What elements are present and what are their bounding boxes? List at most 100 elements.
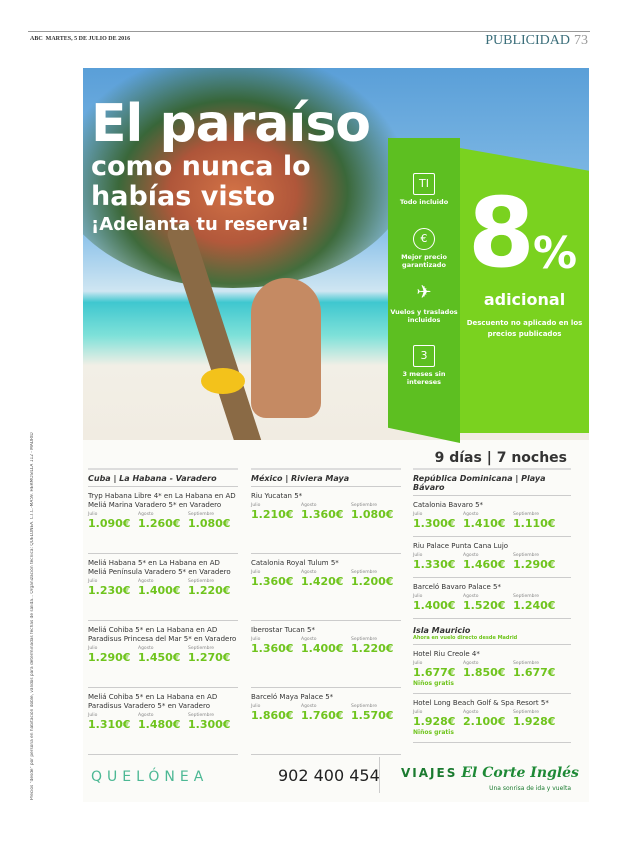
price-value: 1.210€ [251,508,294,521]
price-cell: Agosto 1.520€ [463,594,513,612]
section-name: PUBLICIDAD [485,33,570,48]
hotel-name: Riu Palace Punta Cana Lujo [413,542,509,550]
hotel-name: Meliá Habana 5* en La Habana en AD Meliá… [88,559,231,576]
hotel-name: Barceló Bavaro Palace 5* [413,583,501,591]
month-label: Julio [413,512,423,517]
month-label: Julio [413,594,423,599]
publication-name: ABC [30,36,43,42]
price-value: 1.300€ [413,517,456,530]
price-cell: Septiembre 1.220€ [351,637,401,655]
price-cell: Julio 1.230€ [88,579,138,597]
legal-fine-print: Precios "desde" por persona en habitació… [30,432,35,800]
brand-slogan: Una sonrisa de ida y vuelta [489,785,571,792]
price-cell: Julio 1.300€ [413,512,463,530]
destination-title: República Dominicana | Playa Bávaro [413,468,571,496]
price-row: Julio 1.330€ Agosto 1.460€ Septiembre 1.290€ [413,553,571,571]
month-label: Septiembre [513,512,540,517]
month-label: Septiembre [351,704,378,709]
price-cell: Julio 1.860€ [251,704,301,722]
price-cell: Agosto 1.410€ [463,512,513,530]
price-row: Julio 1.300€ Agosto 1.410€ Septiembre 1.110€ [413,512,571,530]
price-cell: Agosto 1.260€ [138,512,188,530]
month-label: Julio [251,704,261,709]
publication-header: ABC MARTES, 5 DE JULIO DE 2016 [30,36,130,42]
price-value: 1.570€ [351,709,394,722]
price-cell: Agosto 1.420€ [301,570,351,588]
price-value: 1.677€ [513,666,556,679]
destination-column: República Dominicana | Playa Bávaro Catal… [413,468,571,743]
page-number: 73 [574,33,588,48]
month-label: Septiembre [513,710,540,715]
price-cell: Julio 1.677€ [413,661,463,679]
divider [379,757,380,793]
month-label: Julio [88,713,98,718]
el-corte-ingles-logo: VIAJES El Corte Inglés [401,765,579,781]
price-row: Julio 1.360€ Agosto 1.420€ Septiembre 1.200€ [251,570,401,588]
price-value: 1.850€ [463,666,506,679]
price-value: 1.240€ [513,599,556,612]
month-label: Agosto [301,570,317,575]
month-label: Septiembre [351,570,378,575]
price-cell: Agosto 1.400€ [301,637,351,655]
hotel-name: Riu Yucatan 5* [251,492,303,500]
euro-icon: € [413,228,435,250]
price-value: 1.300€ [188,718,231,731]
hotel-entry: Riu Palace Punta Cana Lujo Julio 1.330€ Ago… [413,537,571,578]
phone-number: 902 400 454 [278,766,380,785]
price-cell: Septiembre 1.270€ [188,646,238,664]
island-subtitle: Ahora en vuelo directo desde Madrid [413,635,518,641]
price-row: Julio 1.230€ Agosto 1.400€ Septiembre 1.220€ [88,579,238,597]
island-title: Isla Mauricio [413,626,471,635]
hotel-entry: Barceló Maya Palace 5* Julio 1.860€ Agosto 1… [251,688,401,755]
month-label: Julio [88,579,98,584]
month-label: Julio [251,570,261,575]
price-cell: Septiembre 1.928€ [513,710,563,728]
promo-percent: % [533,228,578,279]
header-rule [28,31,590,32]
hotel-name: Meliá Cohiba 5* en La Habana en AD Parad… [88,626,237,643]
month-label: Septiembre [513,553,540,558]
promo-number: 8 [468,177,535,289]
price-value: 1.110€ [513,517,556,530]
price-value: 1.760€ [301,709,344,722]
hotel-entry: Meliá Habana 5* en La Habana en AD Meliá… [88,554,238,621]
hotel-entry: Hotel Long Beach Golf & Spa Resort 5* Jul… [413,694,571,743]
feature-all-inclusive: TI Todo incluido [388,173,460,206]
woman-figure [251,278,321,418]
promo-label: adicional [483,290,566,309]
price-cell: Septiembre 1.220€ [188,579,238,597]
month-label: Agosto [301,704,317,709]
month-label: Agosto [463,512,479,517]
price-value: 1.290€ [88,651,131,664]
price-value: 1.928€ [513,715,556,728]
promo-panel [460,148,589,433]
price-cell: Septiembre 1.080€ [351,503,401,521]
price-cell: Julio 1.210€ [251,503,301,521]
price-row: Julio 1.360€ Agosto 1.400€ Septiembre 1.220€ [251,637,401,655]
destination-title: Cuba | La Habana - Varadero [88,468,238,487]
month-label: Agosto [138,713,154,718]
feature-label: Vuelos y traslados incluidos [390,308,458,324]
price-value: 1.410€ [463,517,506,530]
month-label: Septiembre [351,503,378,508]
price-value: 1.080€ [351,508,394,521]
month-label: Septiembre [351,637,378,642]
price-value: 2.100€ [463,715,506,728]
month-label: Septiembre [188,713,215,718]
price-row: Julio 1.210€ Agosto 1.360€ Septiembre 1.080€ [251,503,401,521]
ad-footer: QUELÓNEA 902 400 454 VIAJES El Corte Ingl… [83,751,589,801]
month-label: Agosto [463,661,479,666]
price-value: 1.860€ [251,709,294,722]
hotel-entry: Barceló Bavaro Palace 5* Julio 1.400€ Agost… [413,578,571,619]
price-value: 1.220€ [188,584,231,597]
beach-photo: El paraíso como nunca lo habías visto ¡Ad… [83,68,589,440]
price-value: 1.400€ [138,584,181,597]
feature-flights: ✈ Vuelos y traslados incluidos [388,283,460,324]
destination-column: México | Riviera Maya Riu Yucatan 5* Julio… [251,468,401,755]
feature-label: 3 meses sin intereses [402,370,446,386]
price-cell: Septiembre 1.677€ [513,661,563,679]
hotel-name: Tryp Habana Libre 4* en La Habana en AD … [88,492,236,509]
hotel-name: Hotel Riu Creole 4* [413,650,480,658]
price-cell: Agosto 1.760€ [301,704,351,722]
price-cell: Agosto 1.460€ [463,553,513,571]
